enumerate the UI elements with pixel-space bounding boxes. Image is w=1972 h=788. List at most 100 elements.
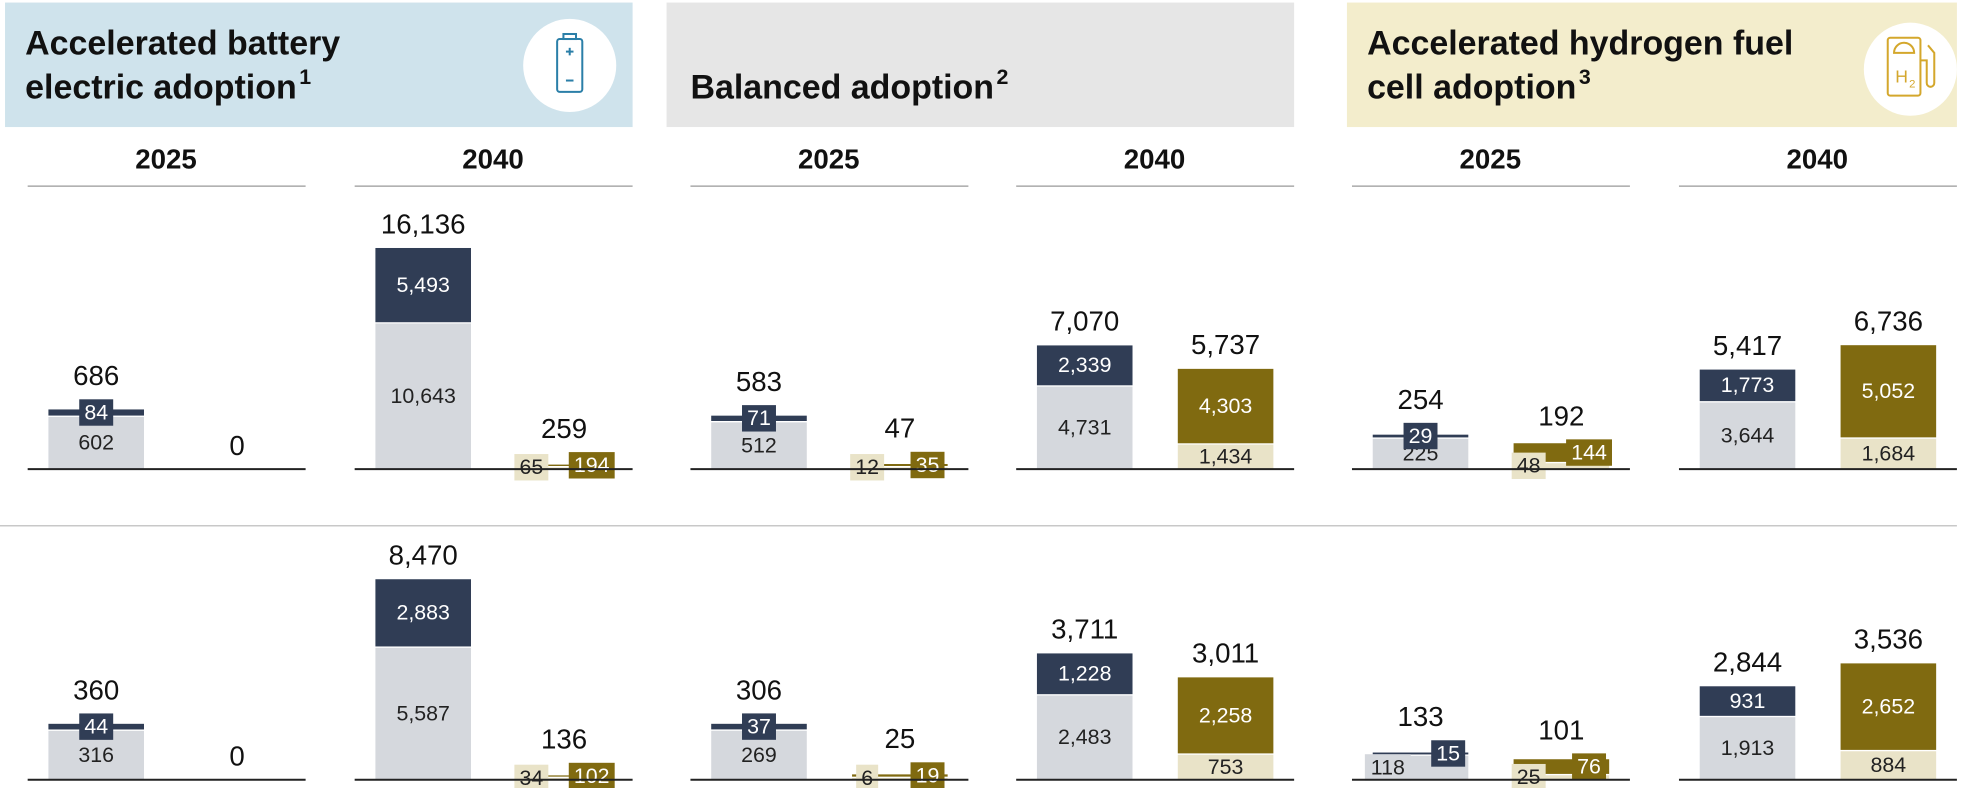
year-label: 2040	[462, 143, 524, 174]
segment-label: 1,228	[1058, 662, 1112, 686]
segment-label-box	[568, 762, 615, 788]
segment-label: 4,303	[1199, 394, 1253, 418]
bar-group: 2,483 1,228 3,711 753 2,258 3,011	[1016, 614, 1295, 781]
total-label: 0	[229, 741, 244, 772]
segment-label: 316	[78, 743, 114, 767]
icons: H 2	[523, 18, 1957, 116]
bar-segment	[374, 246, 473, 324]
year-label: 2025	[798, 143, 860, 174]
segment-label: 753	[1208, 755, 1244, 779]
header-band	[1346, 2, 1957, 128]
segment-label: 118	[1371, 755, 1405, 779]
footnote-marker: 2	[997, 65, 1009, 89]
header-title: Accelerated battery	[25, 24, 340, 62]
total-label: 133	[1397, 701, 1443, 732]
bar-segment	[1839, 343, 1938, 439]
bar-group: 1,913 931 2,844 884 2,652 3,536	[1678, 624, 1957, 781]
total-label: 136	[541, 724, 587, 755]
segment-label: 15	[1436, 741, 1460, 765]
segment-label-box	[568, 452, 615, 479]
total-label: 101	[1538, 714, 1584, 745]
bar-group: 5,587 2,883 8,470 34 102 136	[354, 540, 633, 788]
total-label: 6,736	[1854, 305, 1923, 336]
total-label: 0	[229, 430, 244, 461]
bar-segment	[374, 646, 473, 781]
bar-segment	[1698, 401, 1797, 470]
segment-label-box	[856, 764, 879, 788]
bar-segment	[1698, 368, 1797, 403]
segment-label-box	[1403, 422, 1438, 450]
segment-label: 4,731	[1058, 415, 1112, 439]
segment-label: 2,483	[1058, 725, 1112, 749]
segment-label: 34	[519, 766, 543, 788]
segment-label: 84	[84, 400, 108, 424]
bar-segment	[1035, 344, 1134, 387]
segment-label-box	[79, 399, 114, 426]
segment-label: 25	[1517, 765, 1541, 788]
segment-label-box	[514, 764, 549, 788]
total-label: 3,711	[1051, 614, 1118, 645]
bar-segment	[850, 773, 949, 778]
segment-label-box	[850, 454, 885, 481]
bar-segment	[1176, 367, 1275, 445]
header-title: Accelerated hydrogen fuel	[1367, 24, 1793, 62]
total-label: 583	[736, 366, 782, 397]
segment-label: 65	[519, 455, 543, 479]
year-label: 2040	[1124, 143, 1186, 174]
segment-label: 6	[861, 766, 873, 788]
segment-label: 5,493	[396, 273, 450, 297]
segment-label-box	[1431, 740, 1466, 767]
total-label: 5,737	[1191, 329, 1260, 360]
total-label: 16,136	[381, 208, 466, 239]
segment-label: 48	[1517, 454, 1541, 478]
bar-segment	[1176, 753, 1275, 781]
bar-segment	[1035, 694, 1134, 781]
total-label: 8,470	[389, 540, 458, 571]
segment-label: 29	[1409, 424, 1433, 448]
bar-group: 10,643 5,493 16,136 65 194 259	[354, 208, 633, 481]
total-label: 360	[73, 674, 119, 705]
bar-segment	[1839, 662, 1938, 752]
total-label: 306	[736, 674, 782, 705]
segment-label: 2,339	[1058, 353, 1112, 377]
total-label: 47	[884, 413, 915, 444]
total-label: 3,011	[1192, 638, 1259, 669]
segment-label: 1,684	[1862, 441, 1916, 465]
bar-segment	[1698, 685, 1797, 718]
total-label: 3,536	[1854, 624, 1923, 655]
segment-label: 194	[574, 453, 610, 477]
segment-label-box	[1364, 754, 1411, 781]
segment-label: 5,052	[1862, 379, 1916, 403]
segment-label: 37	[747, 715, 771, 739]
header-band	[666, 2, 1295, 128]
bar-group: 316 44 360 0	[27, 674, 306, 781]
segment-label-box	[910, 762, 945, 788]
segment-label-box	[910, 451, 945, 479]
segment-label: 884	[1871, 753, 1907, 777]
segment-label: 2,883	[396, 601, 450, 625]
segment-label: 71	[747, 406, 771, 430]
total-label: 7,070	[1050, 306, 1119, 337]
segment-label: 12	[855, 455, 879, 479]
bar-segment	[1698, 715, 1797, 781]
segment-label: 602	[78, 431, 114, 455]
segment-label-box	[1566, 439, 1612, 466]
segment-label: 144	[1571, 440, 1607, 464]
segment-label: 102	[574, 764, 610, 788]
hydrogen-icon: H 2	[1886, 36, 1936, 97]
bar-group: 118 15 133 25 76 101	[1351, 701, 1630, 788]
svg-text:2: 2	[1909, 78, 1915, 90]
segment-label-box	[1511, 452, 1546, 480]
bar-segment	[1035, 652, 1134, 696]
header-title: electric adoption 1	[25, 65, 311, 107]
segment-label: 76	[1577, 754, 1601, 778]
segment-label: 35	[916, 453, 940, 477]
segment-label: 931	[1730, 689, 1766, 713]
segment-label: 44	[84, 715, 108, 739]
segment-label: 10,643	[391, 384, 456, 408]
total-label: 254	[1397, 384, 1443, 415]
segment-label: 512	[741, 433, 777, 457]
